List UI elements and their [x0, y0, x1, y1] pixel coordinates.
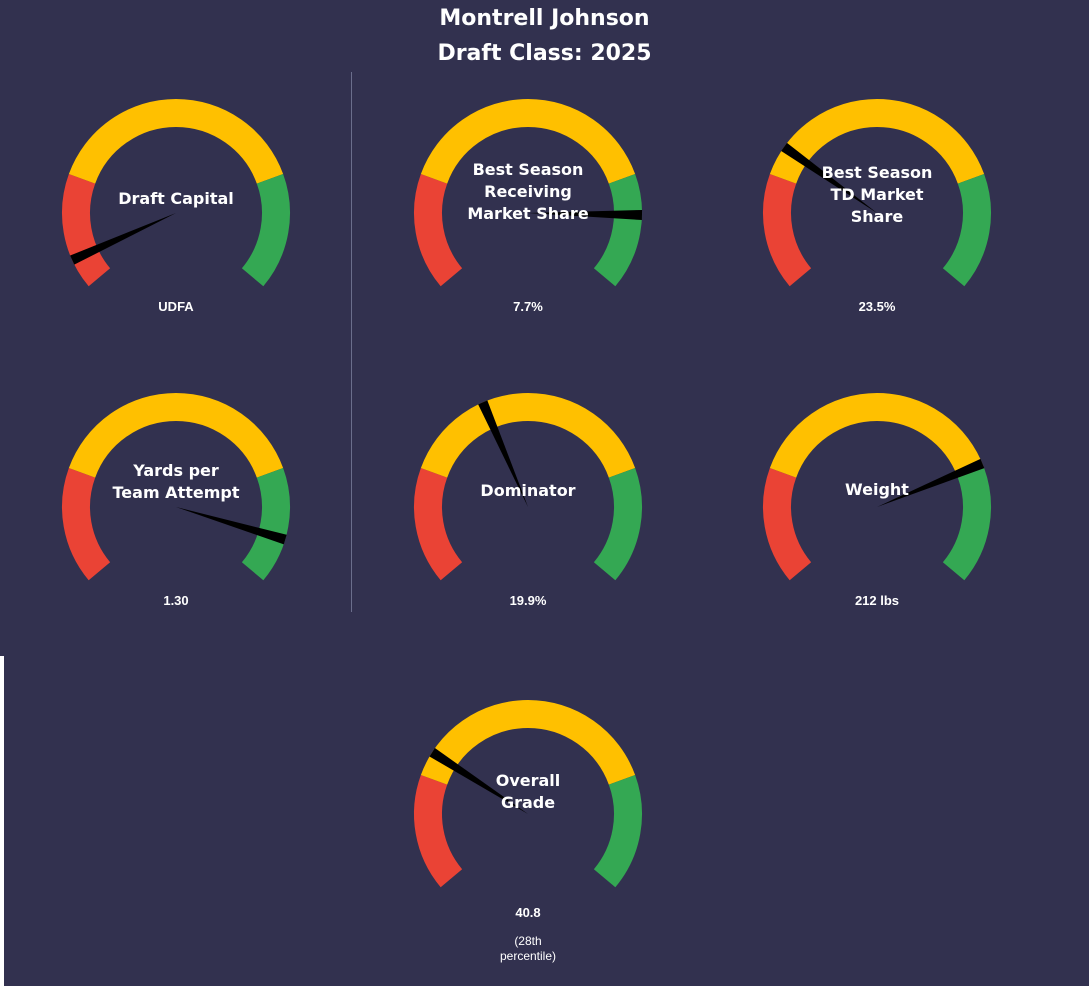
gauge-label-line: Dominator: [480, 481, 576, 500]
gauge-svg: [414, 99, 643, 287]
gauge-svg: [62, 99, 290, 287]
gauge-band-yellow: [769, 99, 985, 184]
gauge-note-line: percentile): [499, 949, 557, 963]
gauge-4: [46, 377, 306, 637]
gauge-band-green: [593, 775, 642, 888]
gauge-band-green: [593, 468, 642, 581]
gauge-band-yellow: [769, 393, 985, 478]
page-subtitle: Draft Class: 2025: [437, 41, 652, 66]
gauge-label-line: TD Market: [830, 185, 924, 204]
gauge-svg: [414, 393, 642, 581]
gauge-3: [747, 83, 1007, 343]
gauge-label: Weight: [792, 479, 962, 501]
gauge-value: UDFA: [158, 299, 194, 314]
gauge-band-red: [414, 174, 463, 287]
section-divider: [351, 72, 352, 612]
middle-panel: [0, 70, 1089, 656]
gauge-band-red: [62, 468, 111, 581]
gauge-label-line: Market Share: [467, 204, 589, 223]
page-title: Montrell Johnson: [439, 6, 650, 31]
gauge-5: [398, 377, 658, 637]
gauge-label-line: Team Attempt: [112, 483, 240, 502]
gauge-needle: [429, 748, 528, 814]
gauge-value: 1.30: [163, 593, 189, 608]
gauge-needle: [528, 209, 643, 220]
gauge-label-line: Grade: [500, 793, 556, 812]
gauge-value: 40.8: [515, 905, 541, 920]
gauge-band-red: [414, 468, 463, 581]
gauge-1: [46, 83, 306, 343]
gauge-band-yellow: [420, 99, 636, 184]
gauge-label-line: Draft Capital: [118, 189, 234, 208]
gauge-label-line: Yards per: [133, 461, 219, 480]
gauge-label: Dominator: [443, 480, 613, 502]
gauge-label: Best Season Receiving Market Share: [443, 159, 613, 225]
top-panel: [0, 0, 1089, 70]
gauge-svg: [763, 99, 991, 287]
gauge-needle: [70, 213, 176, 265]
gauge-svg: [62, 393, 290, 581]
gauge-svg: [763, 393, 991, 581]
gauge-svg: [414, 700, 642, 888]
gauge-label-line: Best Season: [472, 160, 584, 179]
gauge-7: [398, 684, 658, 944]
gauge-band-red: [763, 174, 812, 287]
gauge-note-line: (28th: [514, 934, 542, 948]
gauge-band-yellow: [68, 99, 284, 184]
gauge-band-red: [62, 174, 111, 287]
gauge-label: Best Season TD Market Share: [792, 162, 962, 228]
gauge-band-green: [942, 468, 991, 581]
gauge-value: 23.5%: [858, 299, 896, 314]
gauge-band-green: [593, 174, 642, 287]
gauge-needle: [781, 142, 877, 213]
gauge-band-green: [241, 174, 290, 287]
gauge-6: [747, 377, 1007, 637]
gauge-value: 19.9%: [509, 593, 547, 608]
gauge-value: 7.7%: [513, 299, 543, 314]
gauge-label: Overall Grade: [443, 770, 613, 814]
gauge-band-green: [942, 174, 991, 287]
gauge-label-line: Overall: [495, 771, 561, 790]
gauge-label: Draft Capital: [91, 188, 261, 210]
gauge-label-line: Best Season: [821, 163, 933, 182]
gauge-label-line: Receiving: [484, 182, 572, 201]
gauge-note: (28th percentile): [448, 934, 608, 964]
gauge-band-yellow: [420, 700, 636, 785]
gauge-needle: [877, 458, 985, 507]
gauge-label-line: Weight: [845, 480, 909, 499]
gauge-2: [398, 83, 658, 343]
gauge-needle: [478, 400, 528, 507]
gauge-band-yellow: [68, 393, 284, 478]
gauge-band-red: [414, 775, 463, 888]
gauge-band-yellow: [420, 393, 636, 478]
gauge-needle: [176, 507, 287, 545]
gauge-label: Yards per Team Attempt: [91, 460, 261, 504]
gauge-band-red: [763, 468, 812, 581]
gauge-band-green: [241, 468, 290, 581]
gauge-value: 212 lbs: [854, 593, 900, 608]
gauge-label-line: Share: [850, 207, 904, 226]
